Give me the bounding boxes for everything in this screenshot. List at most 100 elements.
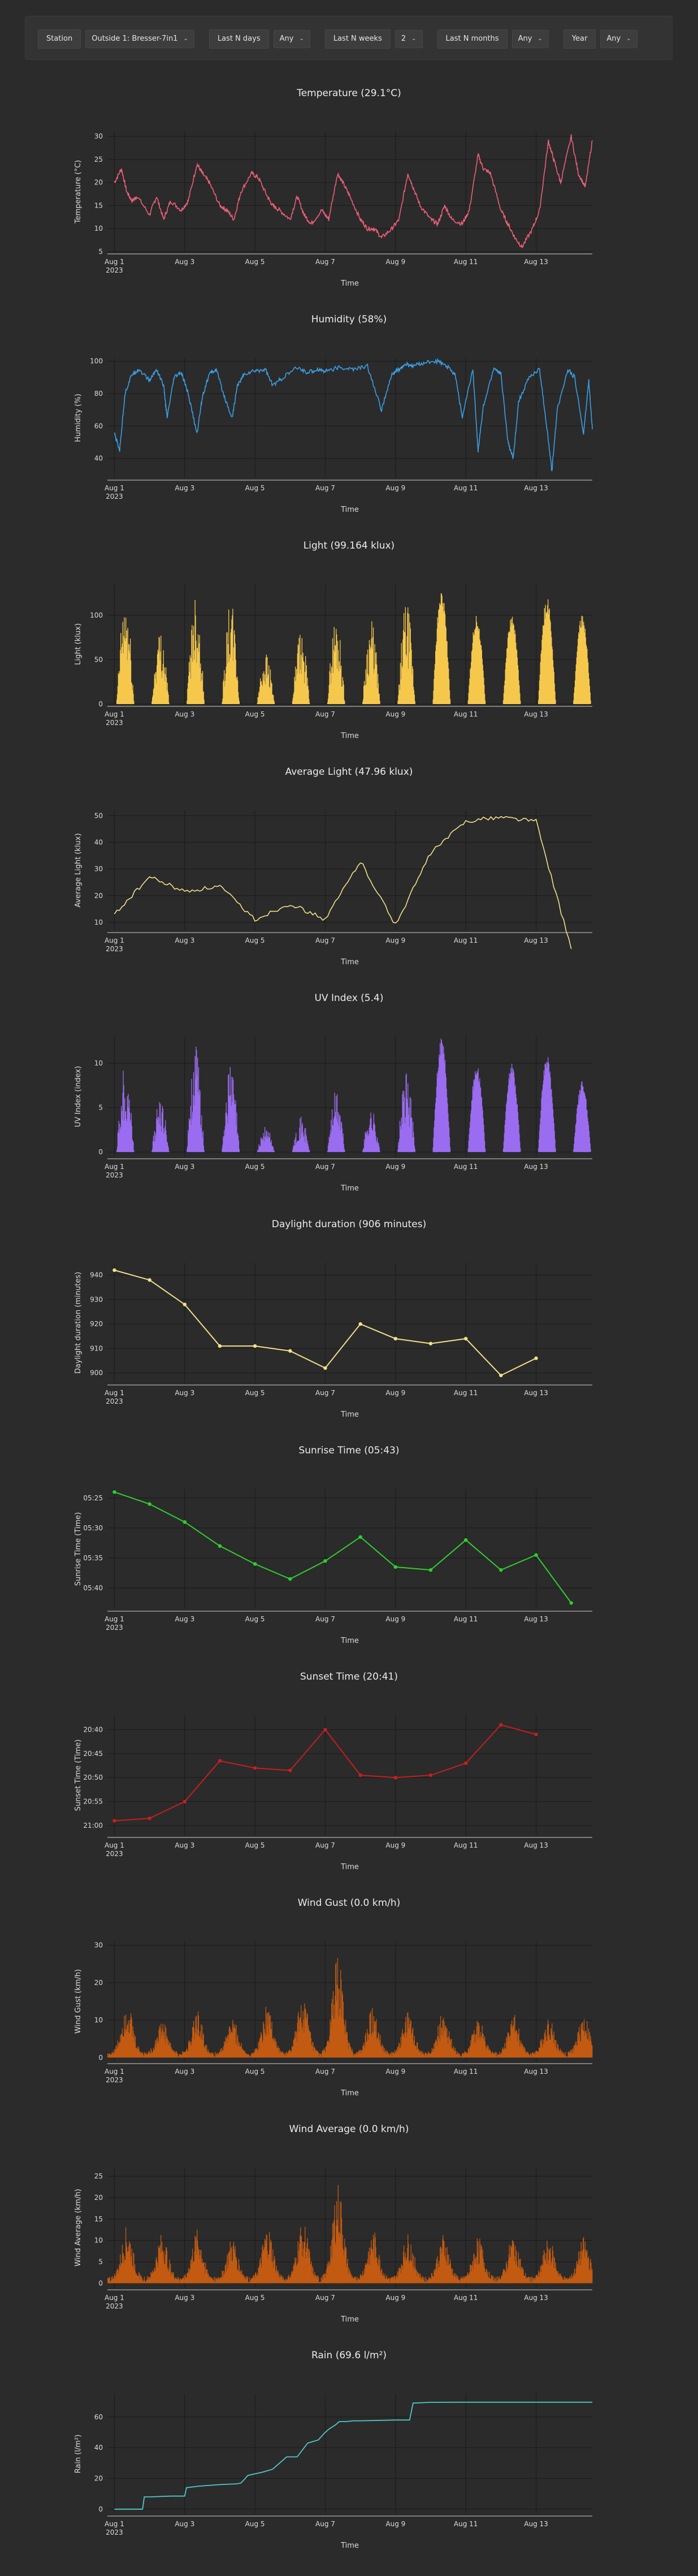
series-bar: [411, 1118, 413, 1153]
series-bar: [124, 1098, 125, 1153]
humidity-chart: Humidity (58%) 40 60 80 100 Aug 1 Aug 3 Aug 5 Au…: [0, 314, 698, 540]
series-bar: [252, 2278, 253, 2284]
series-bar: [318, 2052, 319, 2058]
series-bar: [203, 2262, 205, 2284]
series-bar: [574, 1137, 575, 1153]
series-bar: [226, 667, 227, 704]
series-bar: [447, 2255, 448, 2284]
series-bar: [211, 2052, 213, 2058]
series-bar: [469, 2046, 470, 2058]
x-tick-year: 2023: [106, 1850, 123, 1858]
series-bar: [236, 1112, 237, 1153]
series-bar: [375, 2247, 376, 2284]
x-tick-label: Aug 11: [454, 1615, 478, 1623]
series-bar: [428, 2051, 429, 2058]
series-bar: [201, 1115, 202, 1153]
series-bar: [168, 1147, 169, 1153]
series-bar: [128, 1108, 129, 1153]
series-bar: [463, 2054, 464, 2058]
series-bar: [359, 2279, 361, 2284]
series-bar: [309, 702, 310, 704]
series-bar: [191, 1078, 192, 1153]
series-bar: [185, 2277, 187, 2284]
x-tick-label: Aug 9: [385, 484, 405, 492]
series-bar: [478, 1068, 479, 1153]
series-bar: [159, 637, 160, 704]
series-bar: [266, 654, 267, 704]
series-bar: [379, 2259, 380, 2284]
series-bar: [244, 2276, 245, 2284]
series-bar: [274, 2040, 275, 2058]
series-bar: [340, 2234, 341, 2284]
series-bar: [159, 2245, 161, 2284]
series-bar: [489, 2279, 491, 2284]
series-bar: [410, 2260, 411, 2284]
x-tick-label: Aug 3: [175, 2294, 194, 2302]
y-axis-label: Wind Gust (km/h): [74, 1969, 83, 2034]
series-bar: [224, 687, 226, 704]
series-bar: [586, 2253, 587, 2284]
series-bar: [203, 2047, 205, 2058]
series-bar: [568, 2279, 569, 2284]
series-bar: [335, 1964, 336, 2058]
y-tick-label: 30: [94, 865, 103, 873]
x-tick-label: Aug 11: [454, 2294, 478, 2302]
series-bar: [296, 1143, 297, 1153]
series-bar: [258, 2268, 259, 2284]
series-bar: [244, 2051, 245, 2058]
x-tick-year: 2023: [106, 719, 123, 727]
series-bar: [370, 2011, 371, 2058]
series-bar: [371, 2249, 372, 2284]
x-tick-label: Aug 3: [175, 710, 194, 718]
series-bar: [417, 2272, 418, 2284]
series-bar: [333, 1119, 334, 1153]
series-bar: [189, 2268, 190, 2284]
series-bar: [429, 2053, 430, 2058]
series-bar: [224, 1136, 226, 1153]
series-bar: [314, 2272, 315, 2284]
series-bar: [259, 1146, 261, 1153]
series-bar: [298, 2262, 299, 2284]
series-bar: [519, 2258, 521, 2284]
series-bar: [213, 2280, 214, 2284]
series-bar: [164, 1126, 166, 1153]
series-bar: [427, 2280, 428, 2284]
series-bar: [299, 2243, 300, 2284]
series-bar: [576, 651, 578, 704]
series-bar: [314, 2047, 315, 2058]
x-tick-label: Aug 3: [175, 258, 194, 266]
series-bar: [272, 2249, 274, 2284]
series-bar: [541, 1091, 543, 1153]
series-bar: [260, 2037, 261, 2058]
series-bar: [514, 2014, 515, 2058]
series-bar: [571, 2053, 572, 2058]
series-bar: [152, 1149, 153, 1153]
series-bar: [156, 1119, 157, 1153]
series-bar: [213, 2053, 214, 2058]
series-bar: [567, 2280, 568, 2284]
series-bar: [263, 2250, 265, 2284]
year-select[interactable]: Any ⌄: [600, 30, 638, 48]
series-bar: [231, 629, 232, 704]
x-tick-label: Aug 3: [175, 1163, 194, 1171]
weeks-select[interactable]: 2 ⌄: [394, 30, 423, 48]
series-bar: [493, 2053, 495, 2058]
data-point: [183, 1520, 187, 1524]
series-bar: [179, 2055, 180, 2058]
x-tick-label: Aug 13: [524, 1163, 548, 1171]
days-select[interactable]: Any ⌄: [273, 30, 310, 48]
series-bar: [123, 2263, 124, 2284]
series-bar: [394, 2276, 396, 2284]
series-bar: [268, 2012, 270, 2058]
months-select[interactable]: Any ⌄: [511, 30, 549, 48]
y-tick-label: 930: [90, 1296, 103, 1304]
series-bar: [198, 1067, 200, 1153]
x-tick-label: Aug 11: [454, 484, 478, 492]
series-bars: [116, 1038, 591, 1153]
series-bar: [133, 2253, 135, 2284]
station-select[interactable]: Outside 1: Bresser-7in1 ⌄: [85, 30, 194, 48]
series-bar: [266, 2234, 267, 2284]
y-tick-label: 20:45: [83, 1750, 103, 1758]
series-bar: [418, 2273, 419, 2284]
series-bar: [200, 2038, 201, 2058]
